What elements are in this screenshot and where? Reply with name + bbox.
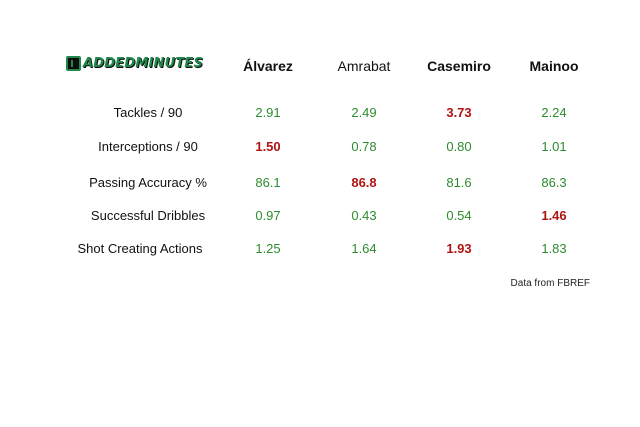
player-header-casemiro: Casemiro xyxy=(427,58,491,74)
row-label-tackles: Tackles / 90 xyxy=(113,105,183,120)
row-label-interceptions: Interceptions / 90 xyxy=(98,139,198,154)
cell-sca-casemiro: 1.93 xyxy=(446,241,472,256)
row-label-dribbles: Successful Dribbles xyxy=(90,208,206,223)
cell-tackles-alvarez: 2.91 xyxy=(255,105,281,120)
row-label-passing-accuracy: Passing Accuracy % xyxy=(89,175,207,190)
cell-interceptions-alvarez: 1.50 xyxy=(255,139,281,154)
cell-dribbles-casemiro: 0.54 xyxy=(446,208,472,223)
cell-dribbles-mainoo: 1.46 xyxy=(541,208,567,223)
cell-interceptions-amrabat: 0.78 xyxy=(351,139,377,154)
brand-logo: ADDEDMINUTES xyxy=(66,56,203,71)
player-header-alvarez: Álvarez xyxy=(243,58,293,74)
logo-mark-icon xyxy=(66,56,81,71)
cell-tackles-mainoo: 2.24 xyxy=(541,105,567,120)
row-label-shot-creating: Shot Creating Actions xyxy=(77,241,203,256)
cell-passing-mainoo: 86.3 xyxy=(541,175,567,190)
cell-dribbles-amrabat: 0.43 xyxy=(351,208,377,223)
cell-passing-alvarez: 86.1 xyxy=(255,175,281,190)
player-header-mainoo: Mainoo xyxy=(529,58,579,74)
cell-passing-casemiro: 81.6 xyxy=(446,175,472,190)
cell-tackles-amrabat: 2.49 xyxy=(351,105,377,120)
cell-interceptions-mainoo: 1.01 xyxy=(541,139,567,154)
data-source-note: Data from FBREF xyxy=(510,278,590,289)
cell-tackles-casemiro: 3.73 xyxy=(446,105,472,120)
cell-dribbles-alvarez: 0.97 xyxy=(255,208,281,223)
brand-name: ADDEDMINUTES xyxy=(83,56,204,71)
cell-interceptions-casemiro: 0.80 xyxy=(446,139,472,154)
cell-sca-mainoo: 1.83 xyxy=(541,241,567,256)
player-header-amrabat: Amrabat xyxy=(337,58,391,74)
cell-sca-amrabat: 1.64 xyxy=(351,241,377,256)
cell-sca-alvarez: 1.25 xyxy=(255,241,281,256)
cell-passing-amrabat: 86.8 xyxy=(351,175,377,190)
